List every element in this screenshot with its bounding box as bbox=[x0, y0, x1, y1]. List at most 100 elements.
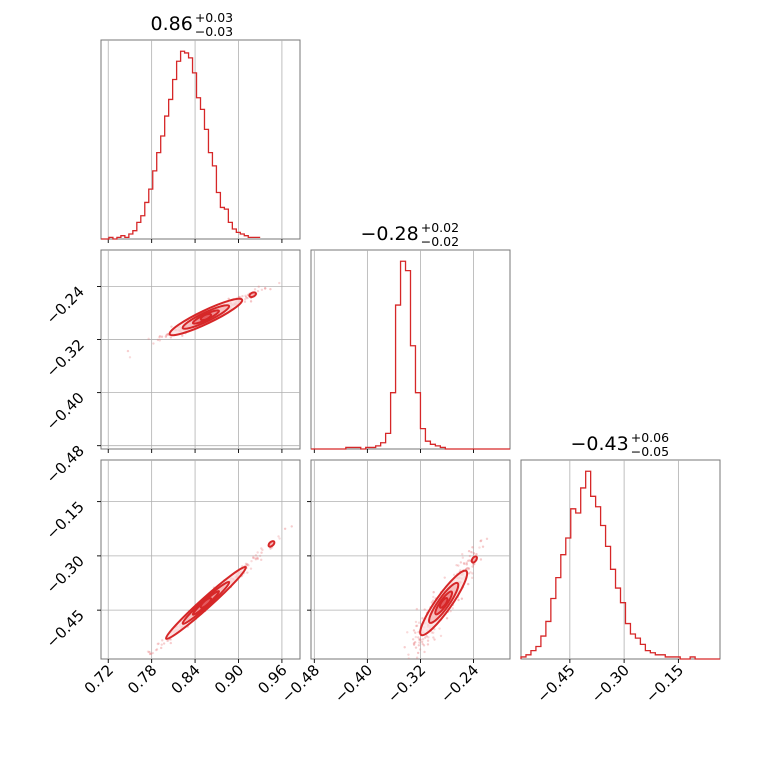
sample-point bbox=[154, 648, 158, 652]
sample-point bbox=[479, 558, 483, 561]
sample-point bbox=[426, 639, 430, 642]
title-minus-2: −0.05 bbox=[631, 444, 669, 459]
sample-point bbox=[80, 716, 82, 718]
sample-point bbox=[260, 547, 263, 550]
x-tick-label: −0.45 bbox=[533, 661, 578, 706]
sample-point bbox=[459, 561, 463, 564]
sample-point bbox=[431, 599, 435, 602]
sample-point bbox=[468, 554, 472, 558]
sample-point bbox=[139, 662, 141, 664]
sample-point bbox=[244, 562, 248, 566]
sample-point bbox=[421, 617, 424, 620]
sample-point bbox=[412, 643, 416, 646]
hist-panel-0-frame bbox=[100, 39, 301, 240]
sample-point bbox=[148, 652, 152, 656]
sample-point bbox=[485, 537, 489, 541]
sample-point bbox=[418, 648, 422, 651]
sample-point bbox=[263, 287, 267, 290]
sample-point bbox=[247, 564, 250, 567]
sample-point bbox=[128, 356, 132, 359]
sample-point bbox=[420, 640, 424, 644]
sample-point bbox=[415, 656, 419, 659]
sample-point bbox=[465, 563, 468, 566]
sample-point bbox=[423, 608, 426, 611]
sample-point bbox=[169, 336, 173, 339]
contour-level-1 bbox=[438, 597, 449, 609]
sample-point bbox=[256, 557, 259, 561]
sample-point bbox=[155, 648, 159, 651]
sample-point bbox=[269, 547, 272, 550]
sample-point bbox=[449, 609, 452, 613]
x-tick-label: 0.90 bbox=[211, 661, 247, 697]
sample-point bbox=[423, 650, 426, 654]
sample-point bbox=[459, 569, 462, 572]
sample-point bbox=[461, 556, 465, 559]
y-tick-label: −0.30 bbox=[43, 552, 88, 597]
title-param-0: 0.86 bbox=[151, 13, 193, 35]
sample-point bbox=[162, 642, 166, 645]
sample-point bbox=[407, 653, 410, 656]
sample-point bbox=[181, 334, 184, 338]
sample-point bbox=[445, 617, 449, 620]
sample-point bbox=[406, 631, 409, 634]
sample-point bbox=[227, 297, 230, 300]
sample-point bbox=[412, 629, 416, 632]
sample-point bbox=[238, 295, 241, 299]
sample-point bbox=[412, 642, 416, 645]
sample-point bbox=[417, 636, 420, 639]
joint-panel-0-2-frame bbox=[100, 459, 301, 660]
sample-point bbox=[157, 642, 160, 645]
y-tick-label: −0.48 bbox=[43, 442, 88, 487]
sample-point bbox=[159, 646, 163, 650]
sample-point bbox=[432, 595, 435, 599]
sample-point bbox=[413, 641, 417, 644]
joint-content-0-1 bbox=[126, 281, 281, 359]
sample-point bbox=[166, 639, 169, 643]
sample-point bbox=[254, 557, 257, 560]
sample-point bbox=[152, 342, 155, 345]
title-minus-0: −0.03 bbox=[195, 24, 233, 39]
y-tick-label: −0.45 bbox=[43, 606, 88, 651]
sample-point bbox=[471, 572, 474, 575]
sample-point bbox=[254, 558, 258, 561]
sample-point bbox=[167, 639, 170, 642]
hist-panel-2-frame bbox=[520, 459, 721, 660]
sample-point bbox=[158, 339, 162, 342]
sample-point bbox=[418, 638, 421, 642]
sample-point bbox=[269, 287, 272, 291]
sample-point bbox=[463, 562, 466, 566]
sample-point bbox=[425, 635, 428, 638]
sample-point bbox=[432, 590, 435, 594]
y-tick-label: −0.24 bbox=[43, 283, 88, 328]
sample-point bbox=[148, 650, 151, 654]
sample-point bbox=[478, 546, 481, 549]
sample-point bbox=[246, 563, 249, 566]
sample-point bbox=[116, 679, 118, 681]
sample-point bbox=[244, 295, 248, 299]
sample-point bbox=[467, 549, 471, 553]
sample-point bbox=[433, 638, 436, 641]
sample-point bbox=[246, 571, 249, 574]
sample-point bbox=[475, 552, 478, 556]
sample-point bbox=[426, 643, 430, 646]
sample-point bbox=[260, 558, 263, 562]
sample-point bbox=[161, 639, 164, 642]
sample-point bbox=[156, 642, 159, 646]
title-param-1: −0.28 bbox=[361, 223, 419, 245]
title-param-2: −0.43 bbox=[571, 433, 629, 455]
sample-point bbox=[245, 563, 249, 567]
sample-point bbox=[243, 300, 247, 303]
sample-point bbox=[252, 555, 255, 558]
sample-point bbox=[160, 643, 163, 646]
sample-point bbox=[258, 554, 262, 558]
y-tick-label: −0.32 bbox=[43, 336, 88, 381]
sample-point bbox=[479, 539, 482, 543]
joint-panel-1-2-frame bbox=[310, 459, 511, 660]
sample-point bbox=[147, 337, 150, 341]
sample-point bbox=[467, 559, 470, 563]
sample-point bbox=[126, 349, 130, 353]
contour-satellite bbox=[470, 555, 478, 564]
sample-point bbox=[250, 559, 253, 563]
contour-satellite bbox=[248, 291, 257, 299]
sample-point bbox=[451, 607, 454, 610]
